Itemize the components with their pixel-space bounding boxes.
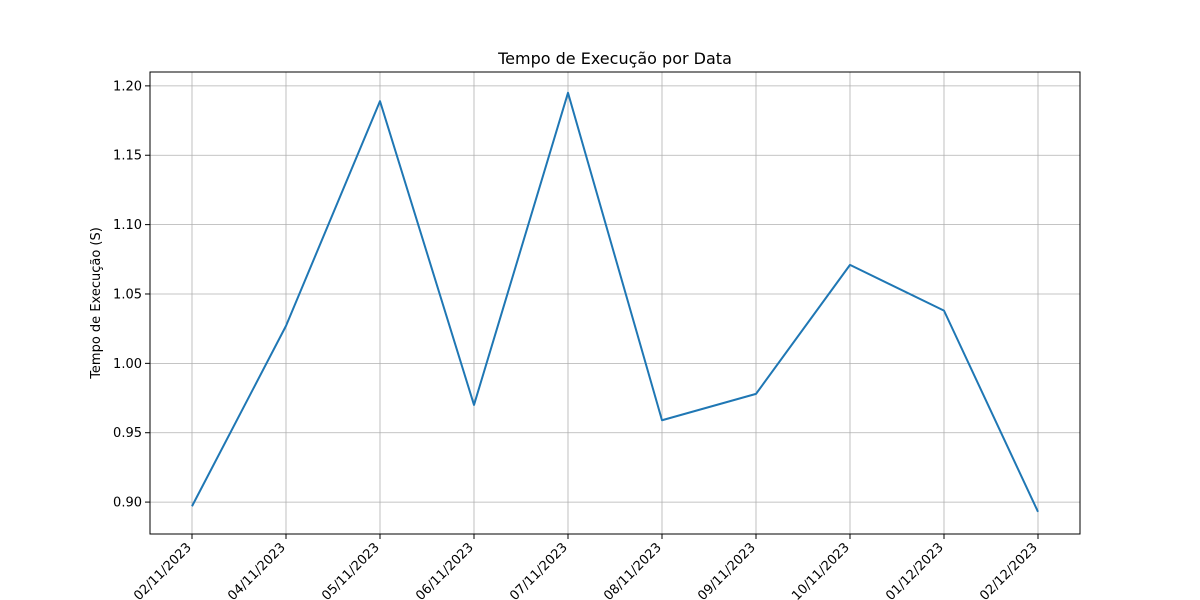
- x-tick-label: 10/11/2023: [789, 540, 853, 600]
- y-axis-label: Tempo de Execução (S): [89, 227, 104, 380]
- x-tick-label: 04/11/2023: [225, 540, 289, 600]
- grid: [150, 72, 1080, 534]
- x-tick-label: 09/11/2023: [695, 540, 759, 600]
- x-tick-label: 02/12/2023: [977, 540, 1041, 600]
- y-tick-label: 1.05: [113, 287, 142, 302]
- series-group: [191, 91, 1039, 513]
- x-tick-label: 06/11/2023: [413, 540, 477, 600]
- y-tick-label: 0.90: [113, 496, 142, 511]
- y-tick-label: 0.95: [113, 426, 142, 441]
- x-tick-label: 07/11/2023: [507, 540, 571, 600]
- series-line: [191, 91, 1039, 513]
- y-tick-label: 1.20: [113, 79, 142, 94]
- x-tick-label: 05/11/2023: [319, 540, 383, 600]
- y-tick-label: 1.00: [113, 357, 142, 372]
- x-tick-label: 01/12/2023: [883, 540, 947, 600]
- x-tick-label: 02/11/2023: [131, 540, 195, 600]
- chart-title: Tempo de Execução por Data: [497, 49, 732, 68]
- x-tick-label: 08/11/2023: [601, 540, 665, 600]
- plot-area-frame: [149, 71, 1081, 535]
- y-tick-label: 1.10: [113, 218, 142, 233]
- y-axis: 0.90 0.95 1.00 1.05 1.10 1.15 1.20: [113, 79, 150, 511]
- x-axis: 02/11/2023 04/11/2023 05/11/2023 06/11/2023…: [131, 534, 1041, 600]
- y-tick-label: 1.15: [113, 149, 142, 164]
